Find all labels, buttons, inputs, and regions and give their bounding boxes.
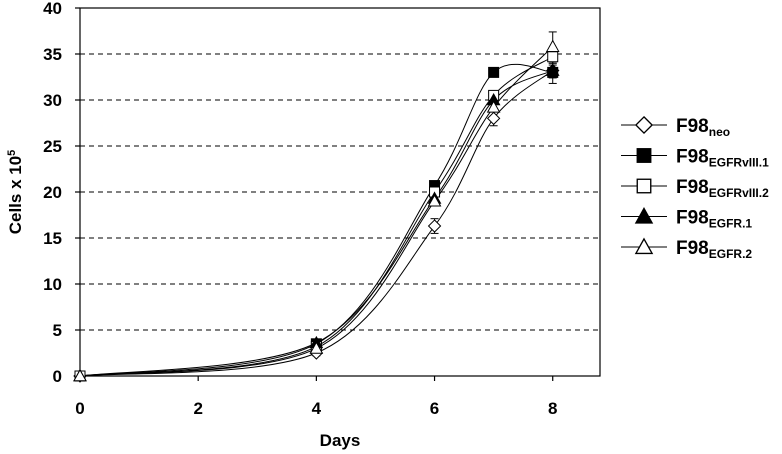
- data-point-series-5: [545, 39, 560, 52]
- gridlines: [80, 53, 600, 331]
- y-tick-label: 10: [43, 275, 62, 294]
- data-point-series-1: [427, 219, 442, 233]
- y-tick-label: 0: [53, 367, 62, 386]
- legend-label: F98EGFR.1: [676, 208, 752, 231]
- y-axis-title-main: Cells x 10: [6, 156, 25, 234]
- legend-label-subscript: EGFR.1: [709, 217, 753, 231]
- data-point-series-5: [73, 368, 87, 382]
- x-tick-label: 0: [75, 399, 84, 418]
- legend-label-main: F98: [676, 238, 709, 259]
- legend-marker: [634, 115, 654, 135]
- legend-item-3: F98EGFRvIII.2: [621, 177, 769, 200]
- series-line-3: [79, 56, 554, 377]
- y-tick-label: 5: [53, 321, 62, 340]
- x-tick-label: 4: [312, 399, 322, 418]
- data-point-series-5: [427, 194, 442, 207]
- legend-label-subscript: EGFR.2: [709, 247, 753, 261]
- legend-label-subscript: EGFRvIII.1: [709, 156, 769, 170]
- data-point-series-5: [486, 100, 501, 113]
- y-tick-label: 35: [43, 45, 62, 64]
- legend-label-main: F98: [676, 208, 709, 229]
- legend-label-main: F98: [676, 177, 709, 198]
- data-point-series-3: [547, 51, 559, 63]
- y-axis-title-exponent: 5: [6, 150, 18, 156]
- legend-label: F98EGFRvIII.1: [676, 147, 769, 170]
- x-tick-label: 2: [193, 399, 202, 418]
- legend-marker: [634, 207, 654, 224]
- y-tick-label: 30: [43, 91, 62, 110]
- axes: 0 5 10 15 20 25 30 35 40 0 2 4 6 8: [43, 0, 557, 418]
- y-tick-label: 20: [43, 183, 62, 202]
- data-point-series-1: [486, 111, 501, 126]
- legend-marker: [636, 178, 652, 194]
- legend-label-main: F98: [676, 116, 709, 137]
- legend-item-1: F98neo: [621, 115, 730, 139]
- legend-label-subscript: EGFRvIII.2: [709, 186, 769, 200]
- data-point-series-2: [488, 66, 500, 78]
- y-tick-label: 25: [43, 137, 62, 156]
- series-line-5: [79, 46, 554, 377]
- data-point-series-4: [545, 63, 560, 76]
- legend-label: F98neo: [676, 116, 730, 139]
- x-axis-title: Days: [320, 431, 361, 450]
- legend-item-4: F98EGFR.1: [621, 207, 752, 231]
- legend-label: F98EGFRvIII.2: [676, 177, 769, 200]
- legend-label: F98EGFR.2: [676, 238, 752, 261]
- x-tick-label: 8: [548, 399, 557, 418]
- y-axis-title: Cells x 105: [6, 150, 25, 235]
- legend-marker: [636, 148, 652, 163]
- data-point-series-5: [309, 341, 324, 354]
- legend-item-2: F98EGFRvIII.1: [621, 147, 769, 170]
- legend: F98neoF98EGFRvIII.1F98EGFRvIII.2F98EGFR.…: [621, 115, 769, 261]
- legend-marker: [634, 237, 654, 255]
- series-line-2: [79, 63, 553, 377]
- y-tick-label: 40: [43, 0, 62, 18]
- x-tick-label: 6: [430, 399, 439, 418]
- legend-label-subscript: neo: [709, 125, 730, 139]
- series-group: [73, 31, 560, 383]
- legend-label-main: F98: [676, 147, 709, 168]
- legend-item-5: F98EGFR.2: [621, 237, 752, 261]
- y-tick-label: 15: [43, 229, 62, 248]
